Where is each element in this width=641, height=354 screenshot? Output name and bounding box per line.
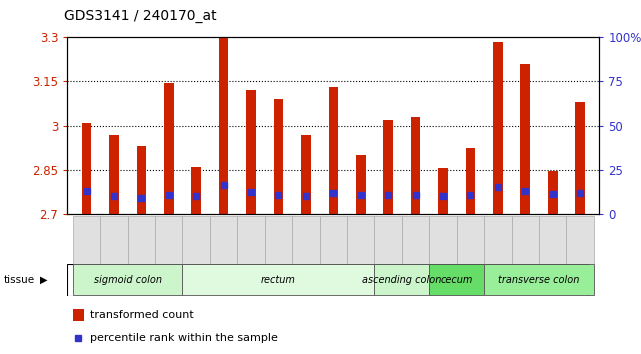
Bar [402,216,429,264]
Bar [383,120,393,214]
Bar [320,216,347,264]
Text: ascending colon: ascending colon [362,275,442,285]
Bar [484,216,512,264]
Bar [347,216,374,264]
Bar [493,41,503,214]
Bar [192,167,201,214]
Text: rectum: rectum [261,275,296,285]
Bar [292,216,320,264]
Bar [548,171,558,214]
Bar [411,117,420,214]
Bar [237,216,265,264]
Bar [246,90,256,214]
Bar [438,169,448,214]
Bar [329,87,338,214]
Bar [274,99,283,214]
Bar [73,216,100,264]
Bar [265,216,292,264]
Bar [155,216,183,264]
Text: GDS3141 / 240170_at: GDS3141 / 240170_at [64,9,217,23]
Bar [100,216,128,264]
Bar [567,216,594,264]
Bar [429,264,484,295]
Text: sigmoid colon: sigmoid colon [94,275,162,285]
Bar [219,37,228,214]
Bar [374,216,402,264]
Bar [73,264,183,295]
Bar [72,309,85,321]
Bar [109,135,119,214]
Bar [128,216,155,264]
Bar [520,64,530,214]
Bar [429,216,457,264]
Bar [457,216,484,264]
Bar [183,264,374,295]
Bar [301,135,311,214]
Bar [484,264,594,295]
Bar [81,123,91,214]
Text: cecum: cecum [440,275,473,285]
Text: transformed count: transformed count [90,310,194,320]
Bar [512,216,539,264]
Text: tissue: tissue [3,275,35,285]
Bar [576,102,585,214]
Bar [210,216,237,264]
Bar [539,216,567,264]
Bar [164,83,174,214]
Bar [374,264,429,295]
Bar [137,146,146,214]
Bar [356,155,365,214]
Bar [465,148,475,214]
Bar [183,216,210,264]
Text: transverse colon: transverse colon [498,275,579,285]
Text: percentile rank within the sample: percentile rank within the sample [90,332,278,343]
Text: ▶: ▶ [40,275,48,285]
